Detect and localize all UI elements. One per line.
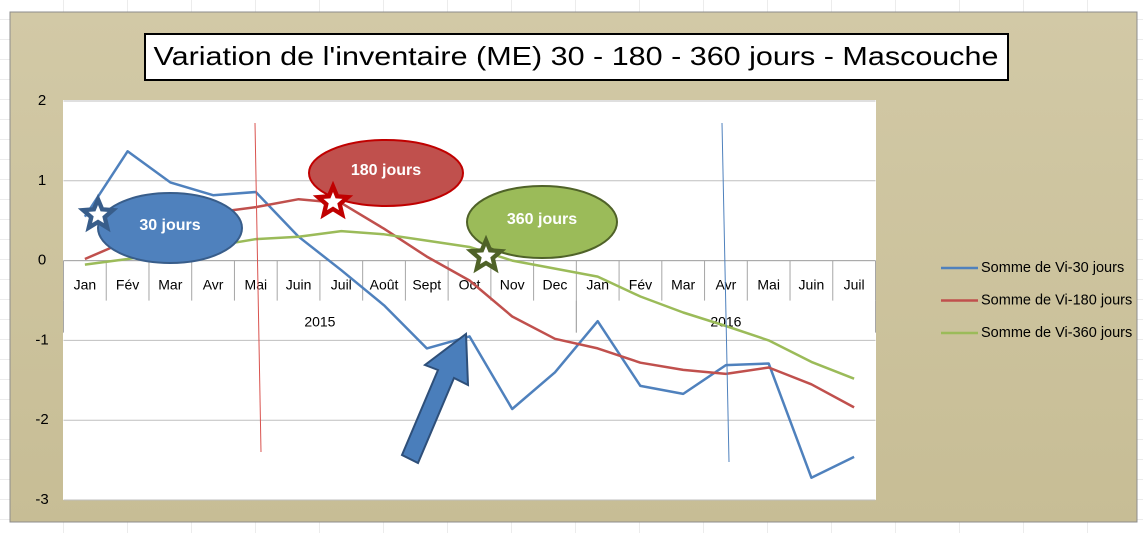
callout <box>97 192 243 264</box>
plot-area <box>63 100 876 500</box>
x-tick-label: Mar <box>158 276 182 292</box>
x-tick-label: Juin <box>799 276 825 292</box>
x-tick-label: Mai <box>757 276 780 292</box>
x-tick-label: Juin <box>286 276 312 292</box>
x-tick-label: Fév <box>629 276 652 292</box>
legend-label: Somme de Vi-360 jours <box>981 325 1132 341</box>
x-tick-label: Août <box>370 276 399 292</box>
legend-label: Somme de Vi-180 jours <box>981 292 1132 308</box>
chart-title: Variation de l'inventaire (ME) 30 - 180 … <box>154 41 999 71</box>
arrow <box>400 332 470 465</box>
callout-label: 30 jours <box>139 217 200 234</box>
x-tick-label: Mai <box>245 276 268 292</box>
x-group-label: 2015 <box>304 313 335 329</box>
x-tick-label: Nov <box>500 276 525 292</box>
y-tick-label: 2 <box>38 92 46 109</box>
annotation-shapes: 30 jours 180 jours 360 jours <box>77 122 730 465</box>
marker-line <box>254 122 262 453</box>
x-tick-label: Avr <box>716 276 737 292</box>
callout <box>308 139 464 207</box>
y-tick-label: -1 <box>35 331 48 348</box>
x-tick-label: Juil <box>331 276 352 292</box>
callout-label: 360 jours <box>507 211 577 228</box>
x-tick-label: Dec <box>543 276 568 292</box>
x-tick-label: Mar <box>671 276 695 292</box>
x-tick-label: Jan <box>74 276 97 292</box>
series-line <box>83 150 855 479</box>
star-inner <box>88 205 108 224</box>
x-tick-label: Sept <box>412 276 441 292</box>
x-tick-label: Fév <box>116 276 139 292</box>
y-tick-label: -3 <box>35 491 48 508</box>
x-tick-label: Oct <box>459 276 481 292</box>
callout-label: 180 jours <box>351 162 421 179</box>
callout <box>466 185 618 259</box>
x-tick-label: Avr <box>203 276 224 292</box>
legend-label: Somme de Vi-30 jours <box>981 260 1124 276</box>
star-inner <box>476 246 496 265</box>
x-tick-label: Jan <box>586 276 609 292</box>
x-tick-label: Juil <box>844 276 865 292</box>
y-tick-label: 1 <box>38 172 46 189</box>
y-tick-label: 0 <box>38 252 46 269</box>
star-inner <box>323 192 343 211</box>
marker-line <box>721 122 730 463</box>
y-tick-label: -2 <box>35 411 48 428</box>
title-box <box>144 33 1009 81</box>
